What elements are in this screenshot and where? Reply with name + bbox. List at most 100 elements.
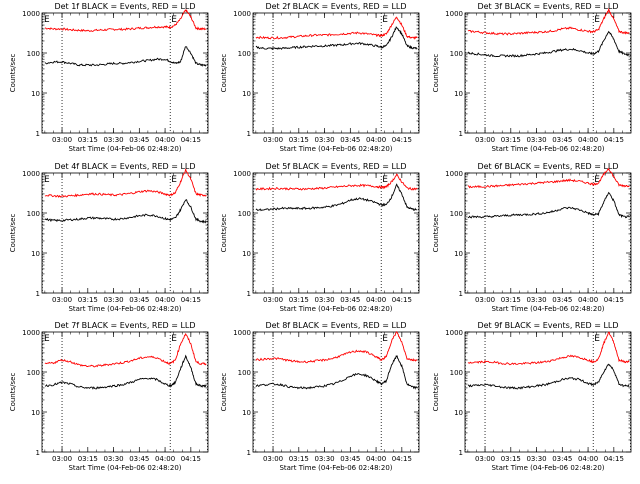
series-line-events [255,183,418,212]
marker-label: E [382,175,388,185]
series-line-events [467,191,630,219]
x-tick-label: 03:30 [103,455,123,463]
x-tick-label: 03:00 [52,455,72,463]
y-tick-label: 1 [36,130,40,138]
y-axis-label: Counts/sec [9,214,17,253]
x-tick-label: 03:45 [129,296,149,304]
panel-det-9: Det 9f BLACK = Events, RED = LLD 1 10 100 10… [432,321,632,472]
x-tick-label: 03:15 [78,296,98,304]
x-tick-label: 04:00 [366,455,386,463]
x-tick-label: 03:00 [263,136,283,144]
y-tick-label: 1 [247,290,251,298]
x-axis-label: Start Time (04-Feb-06 02:48:20) [491,305,604,313]
panel-title: Det 3f BLACK = Events, RED = LLD [477,2,618,11]
plot-frame [252,331,420,453]
y-axis-label: Counts/sec [220,373,228,412]
x-tick-label: 03:00 [263,296,283,304]
y-tick-label: 1000 [233,329,251,337]
y-tick-label: 10 [31,250,40,258]
x-tick-label: 03:15 [289,296,309,304]
x-tick-label: 04:15 [604,455,624,463]
y-tick-label: 100 [450,210,463,218]
y-tick-label: 10 [454,90,463,98]
y-tick-label: 100 [238,50,251,58]
y-axis-label: Counts/sec [220,214,228,253]
y-tick-label: 100 [238,369,251,377]
y-tick-label: 1 [36,290,40,298]
y-tick-label: 10 [242,90,251,98]
y-tick-label: 1 [247,449,251,457]
marker-label: E [171,175,177,185]
panel-title: Det 9f BLACK = Events, RED = LLD [477,321,618,330]
x-tick-label: 04:00 [578,136,598,144]
x-tick-label: 04:15 [181,455,201,463]
panel-det-4: Det 4f BLACK = Events, RED = LLD 1 10 100 10… [9,162,209,313]
x-tick-label: 03:30 [526,136,546,144]
x-tick-label: 04:00 [155,136,175,144]
x-tick-label: 03:45 [552,296,572,304]
y-axis-label: Counts/sec [432,214,440,253]
x-axis-label: Start Time (04-Feb-06 02:48:20) [68,305,181,313]
series-line-lld [44,332,207,368]
x-axis-label: Start Time (04-Feb-06 02:48:20) [279,305,392,313]
y-tick-label: 10 [242,409,251,417]
x-tick-label: 03:15 [78,136,98,144]
panel-det-6: Det 6f BLACK = Events, RED = LLD 1 10 100 10… [432,162,632,313]
y-tick-label: 10 [454,409,463,417]
marker-label: E [594,334,600,344]
marker-label: E [594,175,600,185]
series-line-lld [255,331,418,364]
y-tick-label: 10 [31,409,40,417]
series-line-events [467,30,630,58]
x-tick-label: 03:15 [78,455,98,463]
panel-det-5: Det 5f BLACK = Events, RED = LLD 1 10 100 10… [220,162,420,313]
marker-label: E [44,175,50,185]
panel-title: Det 5f BLACK = Events, RED = LLD [265,162,406,171]
series-line-lld [467,167,630,189]
y-tick-label: 100 [27,369,40,377]
panel-det-7: Det 7f BLACK = Events, RED = LLD 1 10 100 10… [9,321,209,472]
x-tick-label: 04:15 [392,136,412,144]
y-tick-label: 1000 [233,10,251,18]
x-tick-label: 04:15 [604,296,624,304]
marker-label: E [44,334,50,344]
x-tick-label: 03:45 [340,455,360,463]
x-tick-label: 03:00 [475,455,495,463]
y-tick-label: 1000 [233,170,251,178]
y-tick-label: 100 [450,369,463,377]
x-axis-label: Start Time (04-Feb-06 02:48:20) [491,464,604,472]
x-tick-label: 03:00 [475,296,495,304]
marker-label: E [382,15,388,25]
x-tick-label: 04:00 [578,296,598,304]
x-tick-label: 04:15 [181,136,201,144]
y-tick-label: 100 [27,210,40,218]
x-tick-label: 04:00 [578,455,598,463]
marker-label: E [171,15,177,25]
x-tick-label: 03:30 [526,455,546,463]
x-tick-label: 03:45 [552,455,572,463]
series-line-events [44,198,207,224]
marker-label: E [171,334,177,344]
x-tick-label: 04:00 [155,455,175,463]
x-axis-label: Start Time (04-Feb-06 02:48:20) [68,464,181,472]
plot-frame [464,12,632,134]
y-tick-label: 10 [454,250,463,258]
panel-title: Det 1f BLACK = Events, RED = LLD [54,2,195,11]
y-tick-label: 1 [459,449,463,457]
x-tick-label: 03:15 [501,136,521,144]
panel-det-1: Det 1f BLACK = Events, RED = LLD 1 10 100 10… [9,2,209,153]
x-tick-label: 04:00 [366,296,386,304]
x-tick-label: 03:00 [52,136,72,144]
panel-title: Det 6f BLACK = Events, RED = LLD [477,162,618,171]
x-axis-label: Start Time (04-Feb-06 02:48:20) [279,145,392,153]
series-line-events [255,26,418,51]
x-tick-label: 04:15 [604,136,624,144]
y-tick-label: 1000 [445,10,463,18]
y-tick-label: 100 [27,50,40,58]
x-tick-label: 03:15 [501,455,521,463]
y-axis-label: Counts/sec [432,54,440,93]
y-tick-label: 1000 [445,170,463,178]
y-axis-label: Counts/sec [9,373,17,412]
series-line-lld [44,168,207,198]
panel-title: Det 2f BLACK = Events, RED = LLD [265,2,406,11]
